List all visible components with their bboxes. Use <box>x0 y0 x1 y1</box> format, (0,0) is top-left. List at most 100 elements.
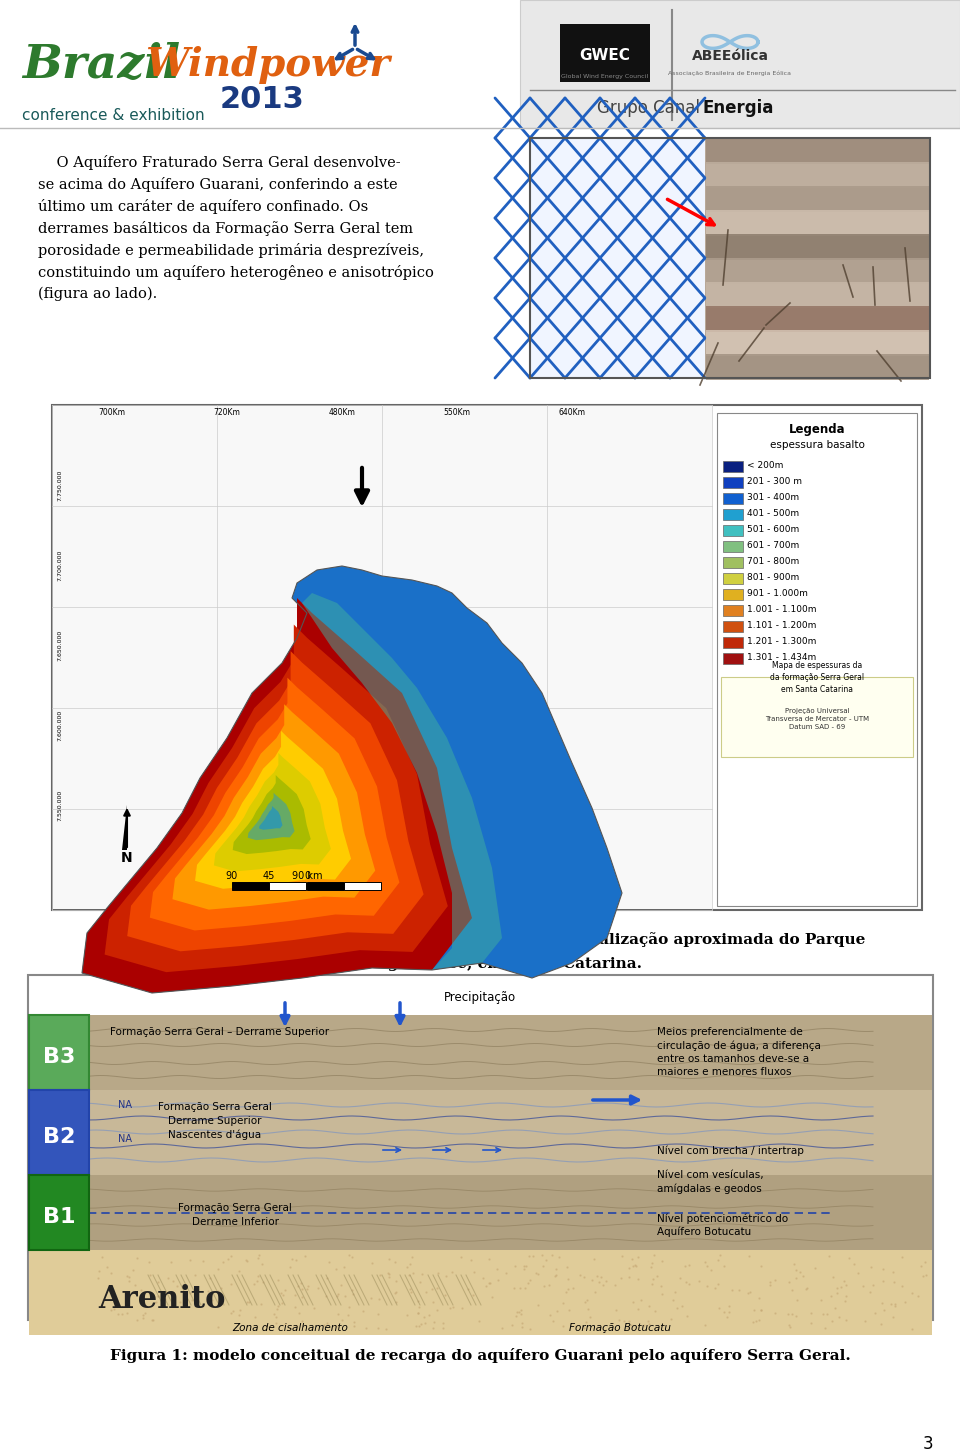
Bar <box>723 493 743 504</box>
Text: Formação Serra Geral: Formação Serra Geral <box>178 1203 292 1213</box>
Polygon shape <box>173 705 375 910</box>
Text: < 200m: < 200m <box>747 462 783 471</box>
Bar <box>520 0 960 128</box>
Bar <box>723 525 743 536</box>
Text: 700Km: 700Km <box>99 408 126 417</box>
Text: Meios preferencialmente de
circulação de água, a diferença
entre os tamanhos dev: Meios preferencialmente de circulação de… <box>657 1027 821 1077</box>
Text: derrames basálticos da Formação Serra Geral tem: derrames basálticos da Formação Serra Ge… <box>38 221 413 235</box>
Text: Associação Brasileira de Energia Eólica: Associação Brasileira de Energia Eólica <box>668 71 791 76</box>
Text: 0: 0 <box>304 870 310 881</box>
Bar <box>29 1090 932 1175</box>
Text: 2013: 2013 <box>220 86 304 115</box>
Bar <box>530 138 705 378</box>
Text: 7.750.000: 7.750.000 <box>57 469 62 501</box>
Bar <box>717 413 917 907</box>
Bar <box>29 1175 932 1250</box>
Bar <box>29 1090 89 1175</box>
Text: Formação Serra Geral: Formação Serra Geral <box>158 1101 272 1112</box>
Text: 7.650.000: 7.650.000 <box>57 629 62 661</box>
Text: 7.700.000: 7.700.000 <box>57 549 62 581</box>
Bar <box>307 882 344 891</box>
Bar <box>29 1016 932 1090</box>
Text: último um caráter de aquífero confinado. Os: último um caráter de aquífero confinado.… <box>38 199 369 214</box>
Bar <box>530 138 930 378</box>
Text: 501 - 600m: 501 - 600m <box>747 526 800 535</box>
Text: 90 km: 90 km <box>292 870 323 881</box>
Bar <box>723 588 743 600</box>
Text: Eólico Água Doce, em Santa Catarina.: Eólico Água Doce, em Santa Catarina. <box>318 955 642 971</box>
Text: 301 - 400m: 301 - 400m <box>747 494 799 503</box>
Text: GWEC: GWEC <box>580 48 631 62</box>
Bar <box>706 211 929 235</box>
Text: 701 - 800m: 701 - 800m <box>747 558 800 567</box>
Bar <box>706 355 929 381</box>
Text: se acima do Aquífero Guarani, conferindo a este: se acima do Aquífero Guarani, conferindo… <box>38 177 397 192</box>
Bar <box>530 138 705 378</box>
Polygon shape <box>232 774 311 854</box>
Text: (figura ao lado).: (figura ao lado). <box>38 288 157 301</box>
Bar <box>29 1250 932 1335</box>
Bar <box>723 509 743 520</box>
Text: B3: B3 <box>43 1048 75 1067</box>
Polygon shape <box>150 677 399 930</box>
Bar <box>723 477 743 488</box>
Text: 1.201 - 1.300m: 1.201 - 1.300m <box>747 638 816 647</box>
Text: B2: B2 <box>43 1128 75 1146</box>
Bar <box>0 0 520 128</box>
Text: Energia: Energia <box>703 99 775 118</box>
Text: 7.550.000: 7.550.000 <box>57 789 62 821</box>
Polygon shape <box>122 805 127 850</box>
Polygon shape <box>248 793 295 840</box>
Bar <box>53 405 712 910</box>
Text: Nível potenciométrico do
Aquífero Botucatu: Nível potenciométrico do Aquífero Botuca… <box>657 1213 788 1238</box>
Text: Brazil: Brazil <box>22 42 180 89</box>
Text: 401 - 500m: 401 - 500m <box>747 510 799 519</box>
Text: NA: NA <box>118 1133 132 1144</box>
Text: Global Wind Energy Council: Global Wind Energy Council <box>562 74 649 78</box>
Polygon shape <box>128 651 423 952</box>
Text: 601 - 700m: 601 - 700m <box>747 542 800 551</box>
Text: Nascentes d'água: Nascentes d'água <box>168 1130 261 1141</box>
Text: 45: 45 <box>263 870 276 881</box>
Text: Grupo Canal: Grupo Canal <box>597 99 700 118</box>
Text: porosidade e permeabilidade primária desprezíveis,: porosidade e permeabilidade primária des… <box>38 243 424 259</box>
Bar <box>723 620 743 632</box>
Text: 901 - 1.000m: 901 - 1.000m <box>747 590 808 599</box>
Text: Mapa de espessuras da
da formação Serra Geral
em Santa Catarina: Mapa de espessuras da da formação Serra … <box>770 661 864 695</box>
Bar <box>0 0 960 128</box>
Text: Legenda: Legenda <box>789 423 846 436</box>
Bar <box>723 572 743 584</box>
Text: B1: B1 <box>43 1207 75 1226</box>
Bar <box>706 259 929 283</box>
Polygon shape <box>82 599 472 992</box>
Text: Figura 1: modelo conceitual de recarga do aquífero Guarani pelo aquífero Serra G: Figura 1: modelo conceitual de recarga d… <box>109 1348 851 1363</box>
Bar <box>560 25 650 81</box>
Bar <box>706 186 929 212</box>
Text: Nível com brecha / intertrap: Nível com brecha / intertrap <box>657 1145 804 1155</box>
Text: 801 - 900m: 801 - 900m <box>747 574 800 583</box>
Text: 7.600.000: 7.600.000 <box>57 709 62 741</box>
Text: Windpower: Windpower <box>145 46 390 84</box>
Bar <box>706 161 929 187</box>
Text: Mapa 1: mapa de espessuras da formação Serra Geral e localização aproximada do P: Mapa 1: mapa de espessuras da formação S… <box>94 931 866 947</box>
Polygon shape <box>195 731 351 889</box>
Text: 720Km: 720Km <box>213 408 240 417</box>
Text: 1.001 - 1.100m: 1.001 - 1.100m <box>747 606 817 615</box>
Bar <box>706 307 929 331</box>
Text: Nível com vesículas,
amígdalas e geodos: Nível com vesículas, amígdalas e geodos <box>657 1170 763 1194</box>
Text: Arenito: Arenito <box>98 1284 226 1315</box>
Bar <box>29 1016 89 1090</box>
Bar <box>706 234 929 260</box>
Bar <box>705 138 930 378</box>
Bar <box>232 882 269 891</box>
Bar <box>723 541 743 552</box>
Text: Derrame Superior: Derrame Superior <box>168 1116 262 1126</box>
Bar <box>723 636 743 648</box>
Polygon shape <box>259 806 282 830</box>
Text: 1.301 - 1.434m: 1.301 - 1.434m <box>747 654 816 663</box>
Text: 90: 90 <box>226 870 238 881</box>
Bar <box>344 882 381 891</box>
Text: espessura basalto: espessura basalto <box>770 440 864 450</box>
Bar <box>706 282 929 308</box>
Bar <box>269 882 306 891</box>
